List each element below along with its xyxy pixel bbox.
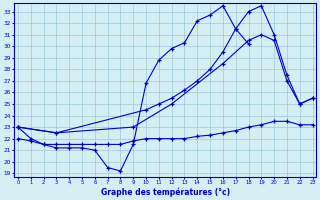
X-axis label: Graphe des températures (°c): Graphe des températures (°c)	[101, 187, 230, 197]
